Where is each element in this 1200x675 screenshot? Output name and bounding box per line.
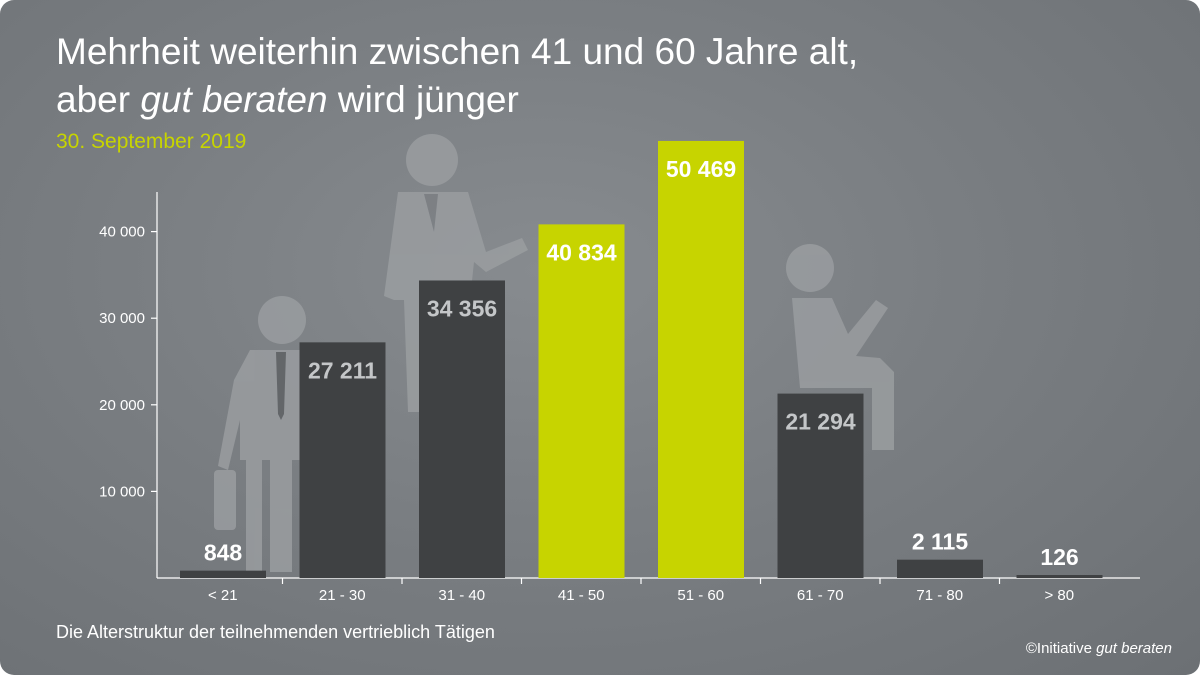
- chart-axes: 10 000 20 000 30 000 40 000 < 21 21 - 30 31 - …: [99, 192, 1140, 604]
- chart-title: Mehrheit weiterhin zwischen 41 und 60 Ja…: [56, 28, 1156, 124]
- title-line-2-post: wird jünger: [327, 79, 519, 120]
- data-label: 2 115: [912, 529, 968, 555]
- title-line-2-pre: aber: [56, 79, 141, 120]
- seated-senior-icon: [786, 244, 894, 450]
- x-tick-label: 51 - 60: [677, 587, 724, 604]
- x-tick-label: 41 - 50: [558, 587, 605, 604]
- data-label: 21 294: [785, 409, 856, 435]
- data-label: 50 469: [666, 156, 736, 182]
- bar: [538, 224, 625, 578]
- x-tick-label: 21 - 30: [319, 587, 366, 604]
- y-tick-label: 30 000: [99, 310, 145, 327]
- title-line-2: aber gut beraten wird jünger: [56, 76, 1156, 124]
- bar: [897, 559, 983, 578]
- bar: [777, 393, 864, 578]
- credit-brand: gut beraten: [1096, 640, 1172, 657]
- bar-series: [180, 140, 1103, 578]
- bar: [299, 342, 386, 578]
- bar: [658, 140, 744, 578]
- young-man-with-briefcase-icon: [214, 296, 306, 572]
- data-label: 34 356: [427, 295, 497, 321]
- bar: [419, 280, 505, 578]
- data-label: 40 834: [546, 239, 617, 265]
- x-tick-label: 31 - 40: [438, 587, 485, 604]
- x-tick-label: < 21: [208, 587, 238, 604]
- y-tick-label: 40 000: [99, 224, 145, 241]
- bar: [180, 570, 266, 578]
- chart-date: 30. September 2019: [56, 130, 247, 153]
- data-labels: 848 27 211 34 356 40 834 50 469 21 294 2 115 12…: [204, 156, 1079, 570]
- y-tick-label: 20 000: [99, 397, 145, 414]
- bar: [1016, 575, 1103, 578]
- x-tick-label: 71 - 80: [916, 587, 963, 604]
- chart-caption: Die Alterstruktur der teilnehmenden vert…: [56, 622, 495, 642]
- copyright-credit: ©Initiative gut beraten: [1026, 640, 1172, 657]
- x-tick-label: > 80: [1044, 587, 1074, 604]
- title-line-2-emphasis: gut beraten: [140, 79, 328, 120]
- data-label: 27 211: [308, 357, 377, 383]
- title-line-1: Mehrheit weiterhin zwischen 41 und 60 Ja…: [56, 31, 859, 72]
- data-label: 126: [1040, 544, 1078, 570]
- data-label: 848: [204, 540, 243, 566]
- x-tick-label: 61 - 70: [797, 587, 844, 604]
- y-tick-label: 10 000: [99, 483, 145, 500]
- credit-prefix: ©Initiative: [1025, 640, 1097, 657]
